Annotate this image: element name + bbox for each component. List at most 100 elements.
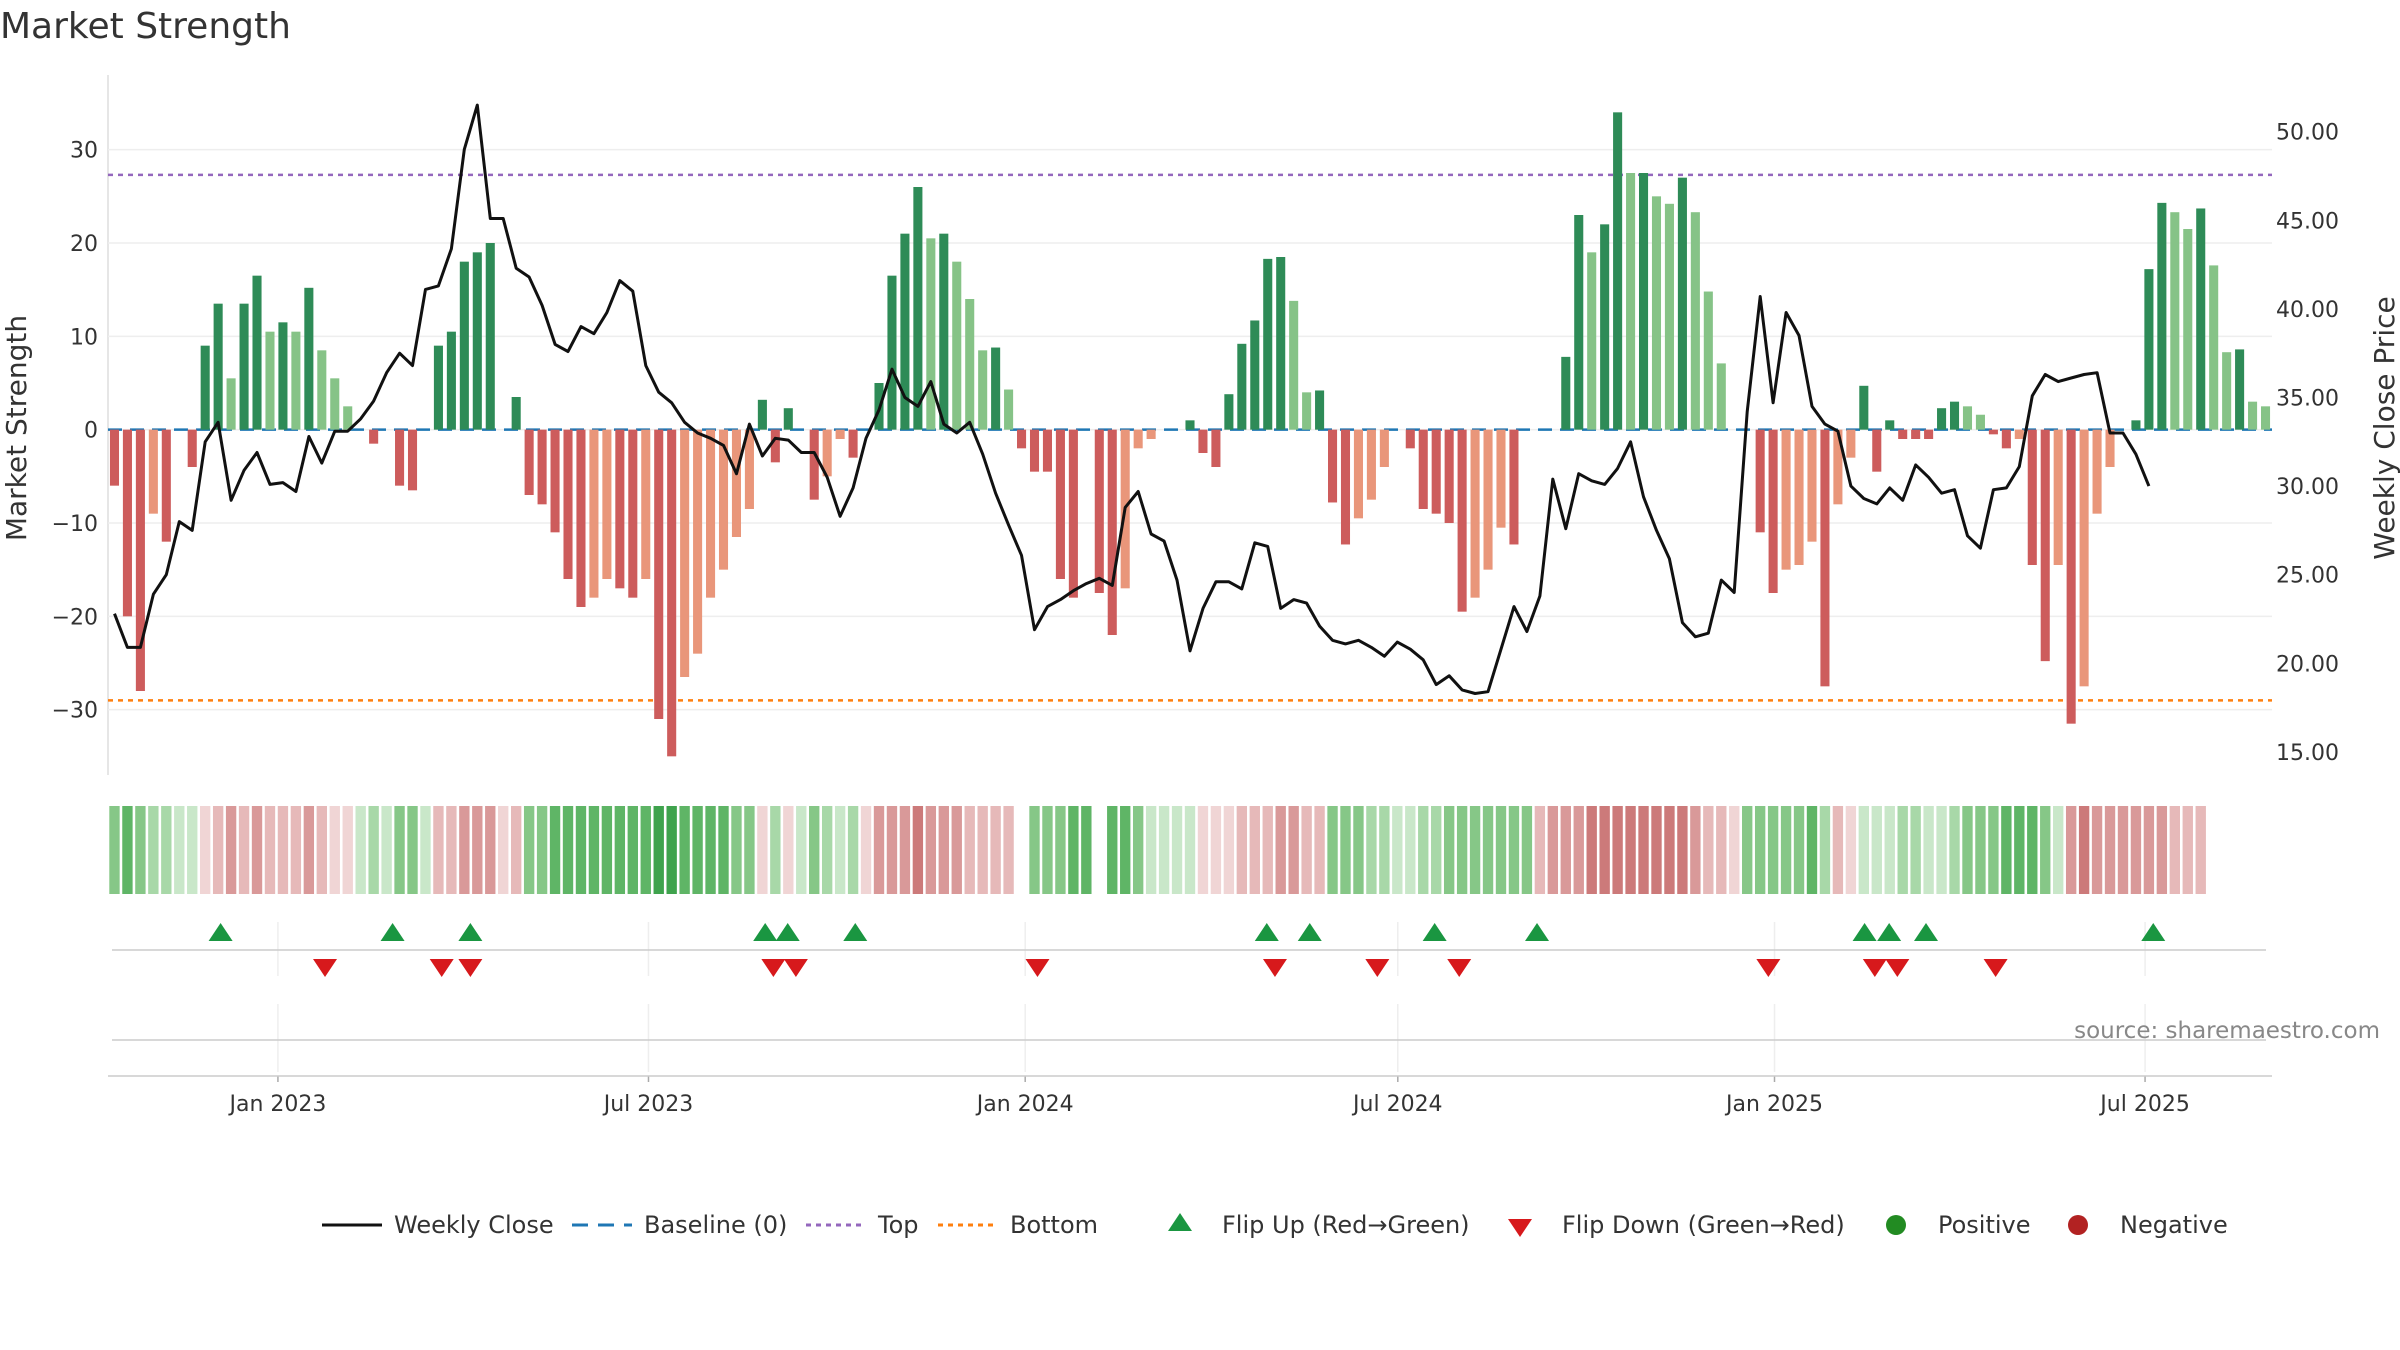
flip-up-marker xyxy=(1525,923,1550,941)
y2-tick-label: 30.00 xyxy=(2276,475,2339,500)
y-tick-label: 10 xyxy=(70,325,98,350)
state-cell xyxy=(122,806,133,894)
x-tick-label: Jul 2025 xyxy=(2098,1092,2190,1117)
strength-bar xyxy=(317,350,327,430)
x-tick-label: Jul 2023 xyxy=(602,1092,694,1117)
strength-bar xyxy=(1198,429,1208,453)
state-cell xyxy=(549,806,561,894)
state-cell xyxy=(407,806,418,894)
state-cell xyxy=(1599,806,1610,894)
state-cell xyxy=(1754,806,1766,894)
strength-bar xyxy=(1340,429,1351,545)
strength-bar xyxy=(161,429,171,542)
state-cell xyxy=(1236,806,1248,894)
strength-bar xyxy=(628,429,638,598)
strength-bar xyxy=(1250,320,1260,430)
strength-bar xyxy=(1068,429,1078,598)
strength-bar xyxy=(459,261,469,430)
strength-bar xyxy=(148,429,158,514)
state-cell xyxy=(459,806,470,894)
state-cell xyxy=(821,806,833,894)
strength-bar xyxy=(1224,394,1234,430)
state-cell xyxy=(770,806,781,894)
strength-bar xyxy=(1911,429,1921,439)
state-cell xyxy=(238,806,250,894)
state-cell xyxy=(277,806,289,894)
strength-bar xyxy=(369,429,379,444)
state-cell xyxy=(1729,806,1740,894)
state-cell xyxy=(1042,806,1053,894)
state-cell xyxy=(1677,806,1688,894)
strength-bar xyxy=(1949,401,1960,430)
state-cell xyxy=(1845,806,1857,894)
strength-bar xyxy=(589,429,599,598)
strength-bar xyxy=(978,350,988,430)
strength-bar xyxy=(1820,429,1830,687)
strength-bar xyxy=(1833,429,1843,505)
state-cell xyxy=(1508,806,1520,894)
weekly-close-line xyxy=(113,103,2151,695)
strength-bar xyxy=(1094,429,1104,593)
state-cell xyxy=(809,806,820,894)
flip-down-marker xyxy=(313,959,338,977)
state-cell xyxy=(1975,806,1986,894)
state-cell xyxy=(329,806,340,894)
state-cell xyxy=(1275,806,1286,894)
strength-bar xyxy=(485,243,495,430)
state-cell xyxy=(1132,806,1144,894)
y-tick-label: 0 xyxy=(84,419,98,444)
strength-bar xyxy=(757,399,767,430)
state-cell xyxy=(174,806,185,894)
y2-tick-label: 40.00 xyxy=(2276,298,2339,323)
state-cell xyxy=(692,806,703,894)
legend-label: Positive xyxy=(1938,1211,2031,1239)
strength-bar xyxy=(330,378,340,430)
strength-bar xyxy=(1146,429,1156,439)
x-grid xyxy=(112,922,2266,1072)
state-cell xyxy=(1003,806,1014,894)
flip-up-marker xyxy=(458,923,483,941)
strength-bar xyxy=(239,303,249,430)
strength-bar xyxy=(1211,429,1221,467)
strength-bar xyxy=(1004,389,1014,430)
source-credit: source: sharemaestro.com xyxy=(2074,1018,2380,1044)
state-cell xyxy=(2065,806,2077,894)
state-cell xyxy=(899,806,911,894)
state-cell xyxy=(873,806,885,894)
flip-down-marker xyxy=(1862,959,1887,977)
flip-down-marker xyxy=(458,959,483,977)
state-cell xyxy=(575,806,587,894)
strength-bar xyxy=(1924,429,1934,439)
state-cell xyxy=(640,806,651,894)
y-tick-label: −20 xyxy=(52,605,98,630)
state-cell xyxy=(679,806,690,894)
strength-bar xyxy=(265,331,275,430)
strength-bar xyxy=(1496,429,1506,528)
strength-bar xyxy=(822,429,832,477)
strength-bar xyxy=(2092,429,2102,514)
strength-bar xyxy=(291,331,301,430)
legend-label: Negative xyxy=(2120,1211,2228,1239)
flip-down-marker xyxy=(1365,959,1390,977)
state-cell xyxy=(1534,806,1546,894)
state-cell xyxy=(2195,806,2206,894)
state-cell xyxy=(1858,806,1870,894)
strength-bar xyxy=(472,252,482,430)
strength-bar xyxy=(887,275,897,430)
state-cell xyxy=(601,806,613,894)
state-cell xyxy=(718,806,729,894)
strength-bar xyxy=(1483,429,1493,570)
strength-bar xyxy=(926,238,936,430)
strength-bar xyxy=(213,303,223,430)
strength-bar xyxy=(122,429,132,617)
state-cell xyxy=(212,806,224,894)
strength-bar xyxy=(304,287,314,430)
strength-bar xyxy=(1613,112,1623,430)
flip-down-marker xyxy=(1756,959,1781,977)
strength-bar xyxy=(1431,429,1441,514)
state-cell xyxy=(925,806,937,894)
strength-bar xyxy=(731,429,742,537)
state-cell xyxy=(225,806,237,894)
state-cell xyxy=(1120,806,1131,894)
